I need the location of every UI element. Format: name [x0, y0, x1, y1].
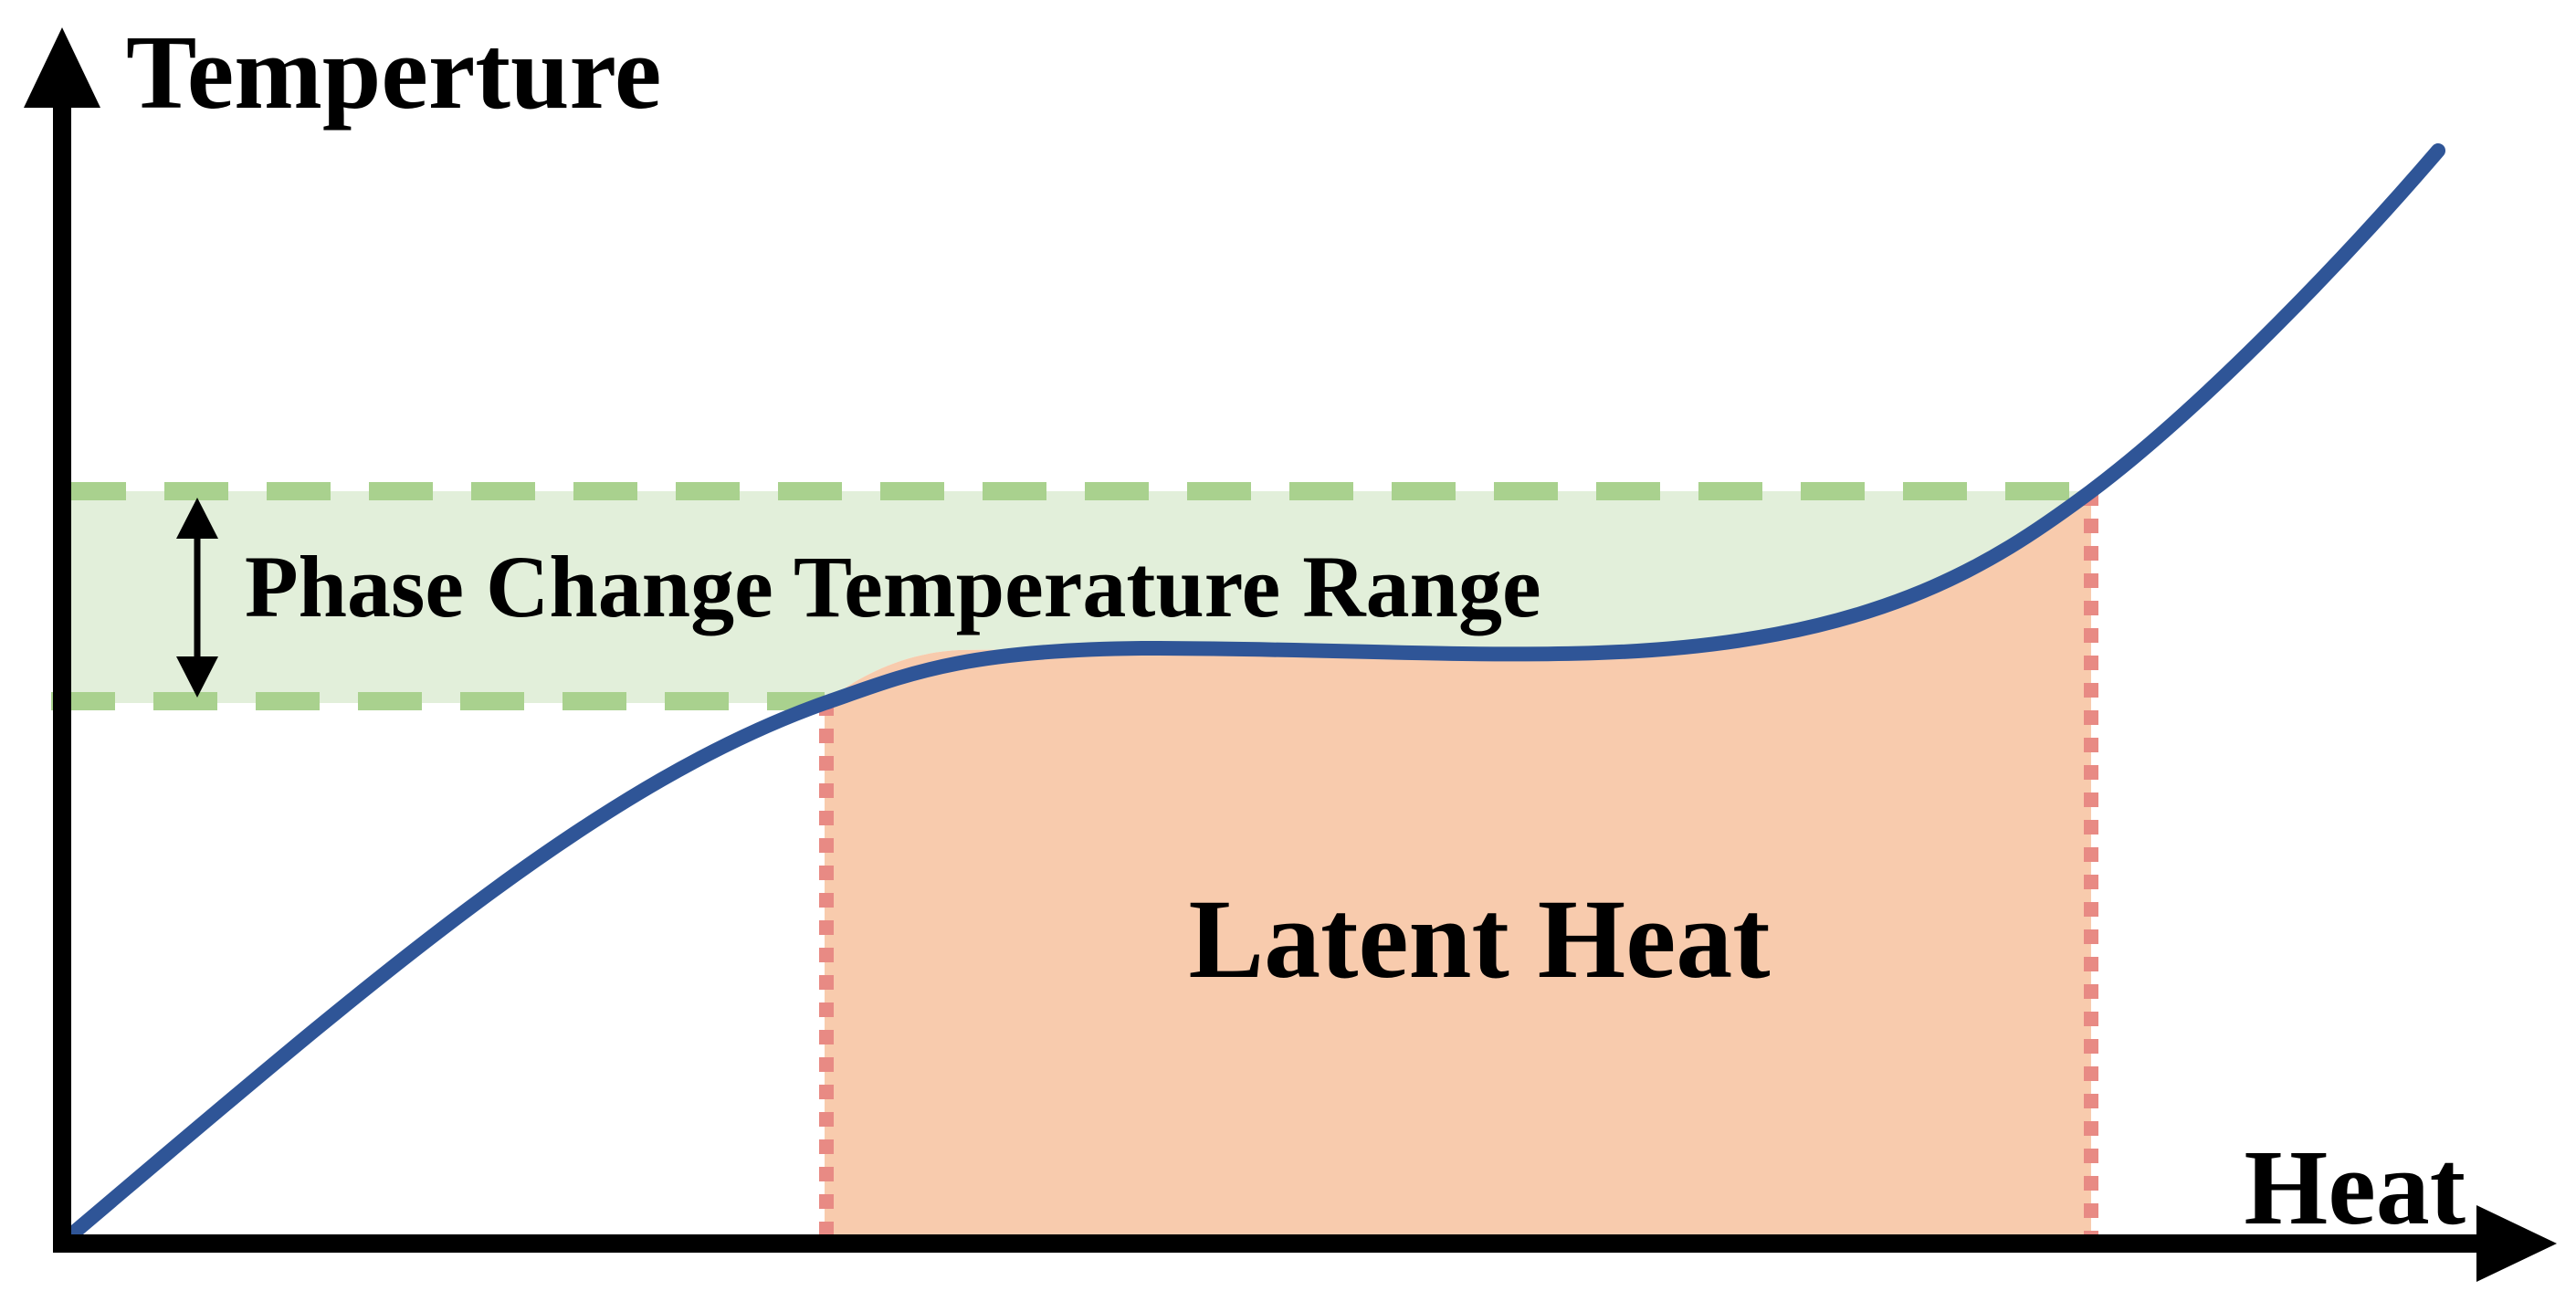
- y-axis-label: Temperture: [126, 15, 661, 131]
- y-axis-arrowhead: [24, 27, 100, 108]
- x-axis-label: Heat: [2245, 1128, 2466, 1247]
- range-arrow-top-head: [176, 498, 218, 539]
- latent-heat-label: Latent Heat: [1188, 876, 1770, 1002]
- latent-heat-region: [825, 491, 2091, 1239]
- range-arrow-bottom-head: [176, 656, 218, 698]
- phase-range-label: Phase Change Temperature Range: [245, 538, 1541, 635]
- heating-curve: [61, 143, 2445, 1244]
- x-axis-arrowhead: [2476, 1205, 2557, 1282]
